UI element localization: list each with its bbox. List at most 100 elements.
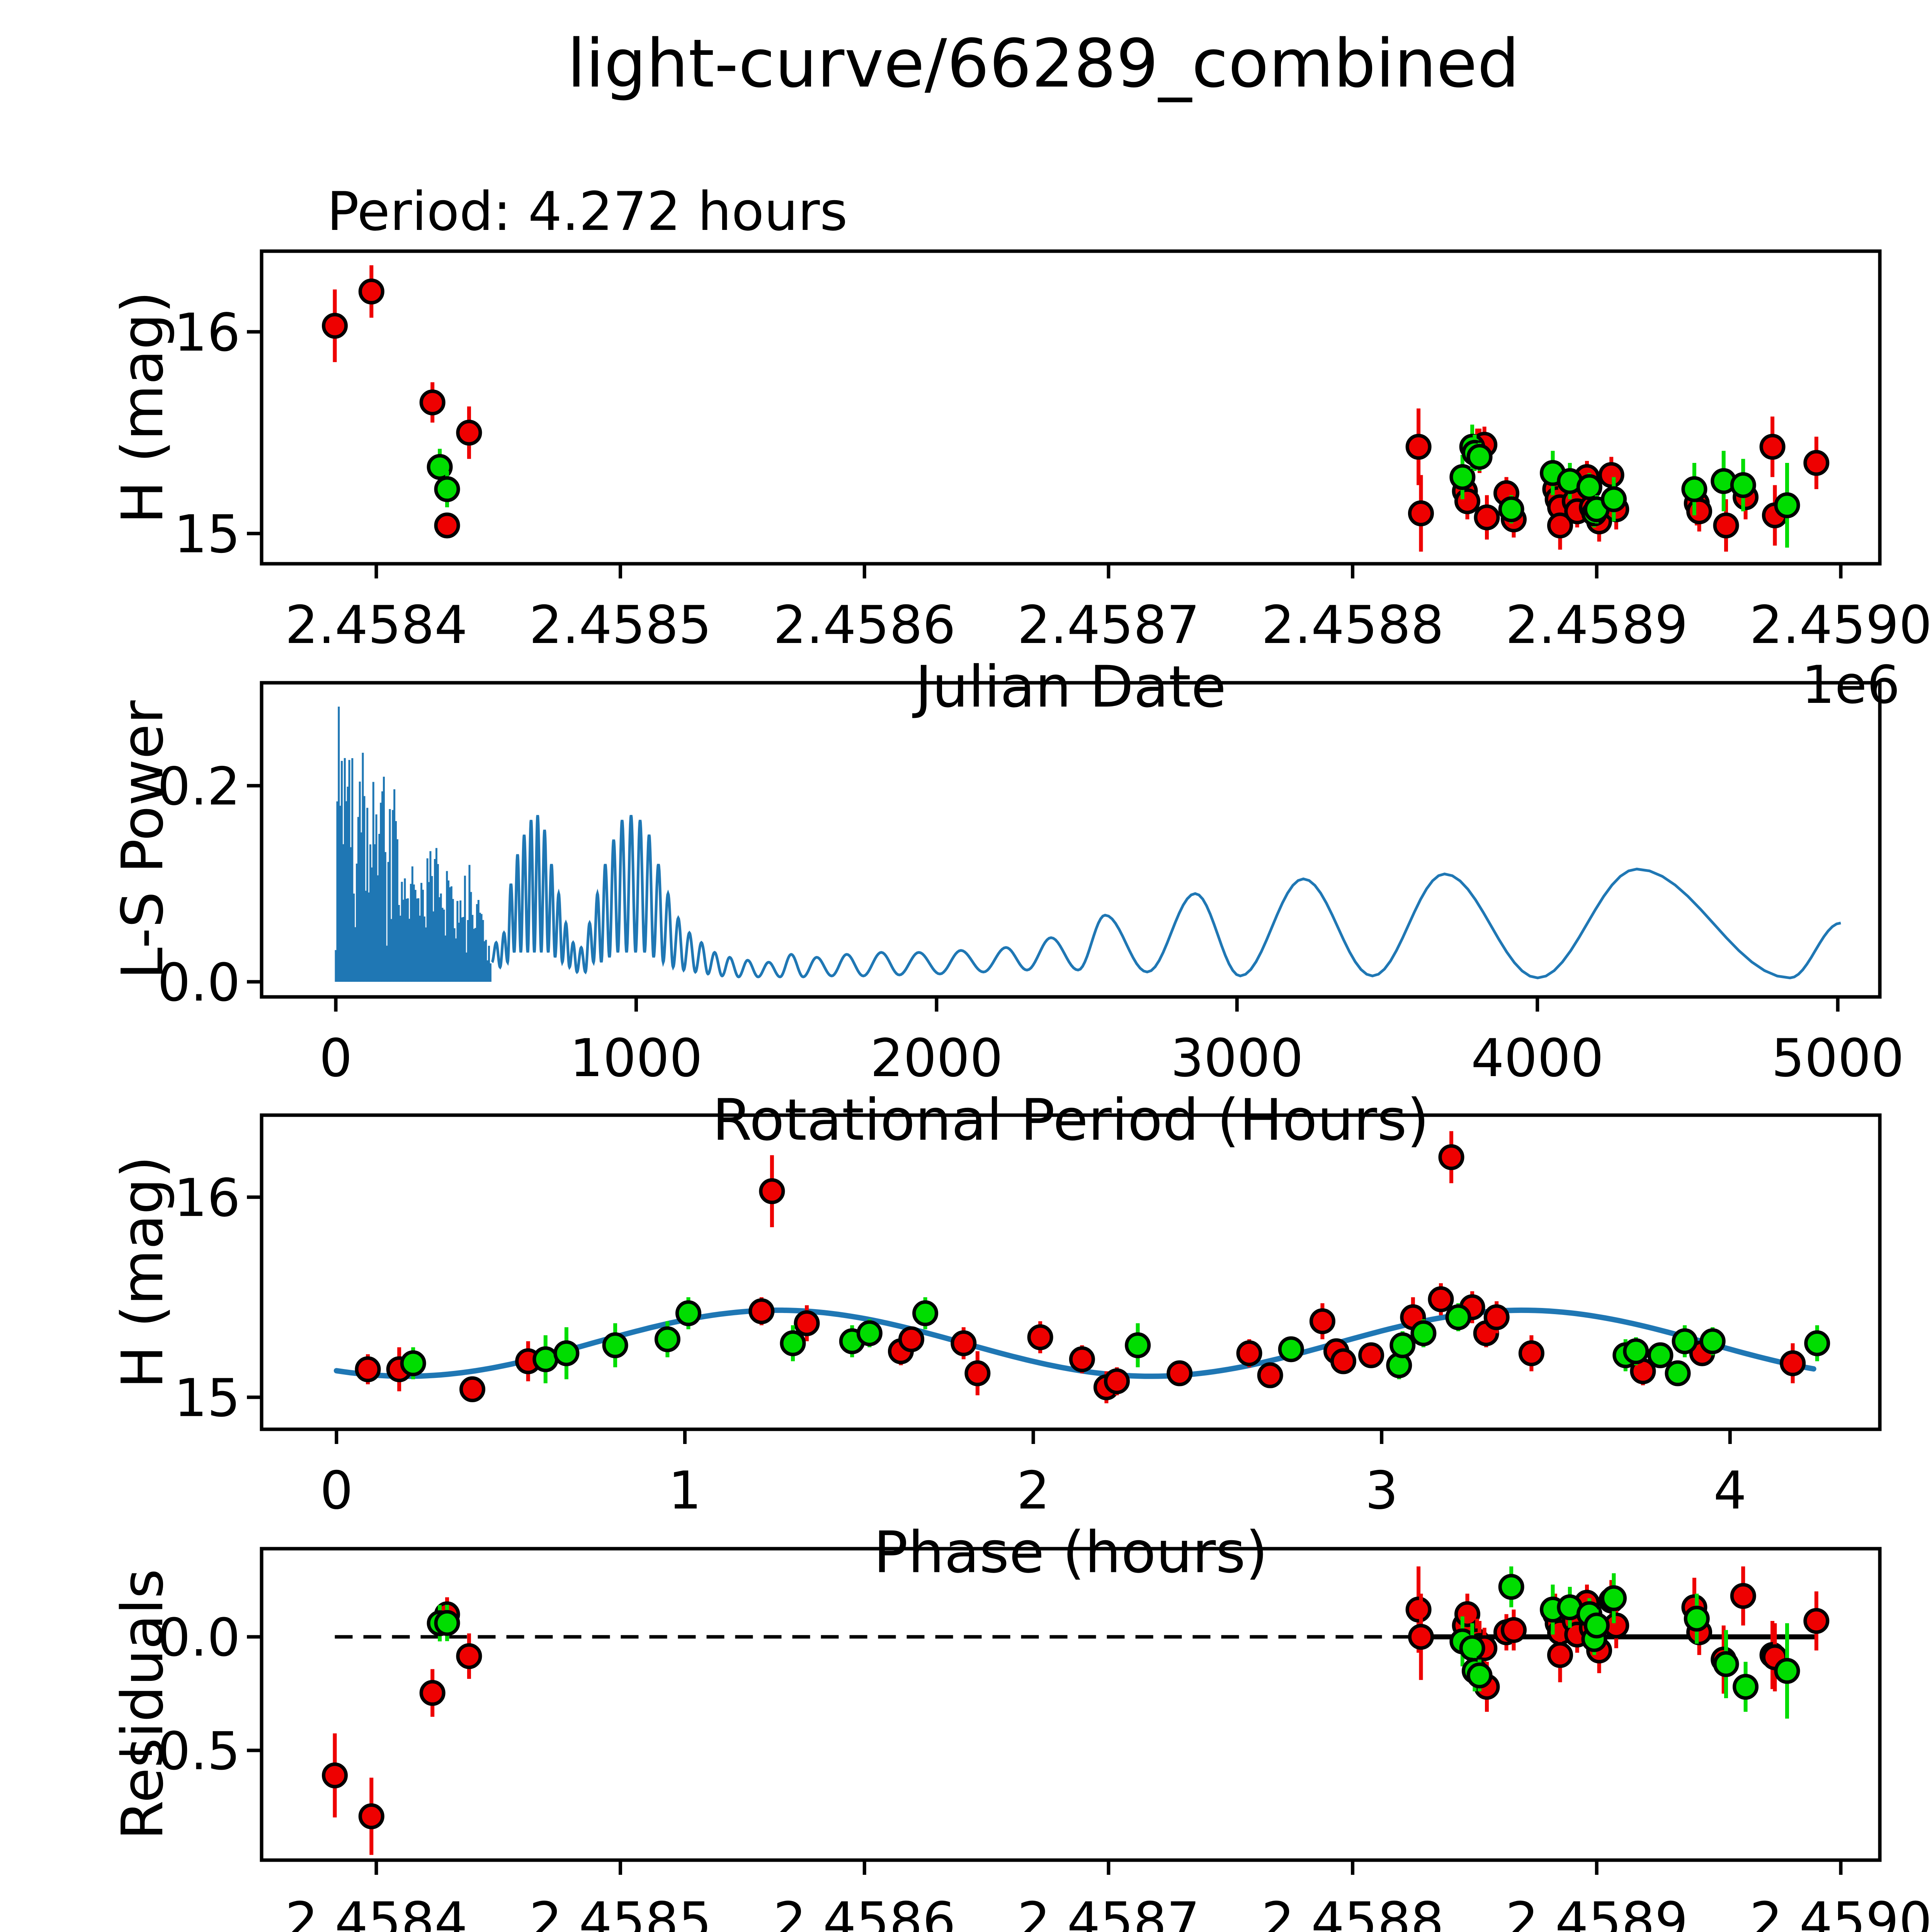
data-point: [1454, 1594, 1480, 1635]
x-tick-label: 2.4590: [1750, 1891, 1932, 1932]
marker: [856, 1320, 883, 1346]
periodogram-curve: [491, 815, 1841, 980]
data-point: [1647, 1342, 1673, 1368]
marker: [456, 420, 482, 446]
data-point: [1466, 1659, 1493, 1692]
marker: [1576, 474, 1602, 500]
y-tick-label: 0.2: [157, 756, 240, 817]
marker: [1474, 504, 1500, 531]
marker: [794, 1310, 820, 1337]
panel-periodogram: 0 1000 2000 3000 4000 5000 0.2 0.0 Rotational Pe…: [109, 681, 1904, 1153]
data-point: [1257, 1362, 1283, 1388]
marker: [355, 1356, 381, 1383]
data-point: [794, 1305, 820, 1342]
x-tick-label: 2.4585: [529, 1891, 711, 1932]
data-point: [1733, 1662, 1759, 1712]
data-point: [532, 1335, 559, 1383]
marker: [1600, 1585, 1627, 1611]
data-point: [434, 512, 460, 539]
data-point: [1236, 1339, 1262, 1367]
data-point: [1498, 495, 1524, 524]
marker: [1278, 1336, 1304, 1362]
data-point: [1780, 1343, 1806, 1383]
marker: [322, 1762, 348, 1789]
red-series: [355, 1131, 1806, 1403]
data-point: [1623, 1337, 1649, 1366]
marker: [1069, 1346, 1095, 1372]
marker: [1408, 1624, 1434, 1650]
x-tick-label: 2.4586: [773, 1891, 956, 1932]
data-point: [1408, 475, 1434, 552]
x-axis-offset-label: 1e6: [1802, 655, 1900, 715]
data-point: [1466, 442, 1493, 471]
x-axis-label: Rotational Period (Hours): [712, 1087, 1429, 1153]
data-point: [1730, 459, 1756, 512]
data-point: [1498, 1566, 1524, 1607]
data-point: [1167, 1360, 1193, 1386]
marker: [1803, 450, 1830, 476]
x-tick-label: 4: [1713, 1460, 1747, 1521]
marker: [1236, 1340, 1262, 1366]
marker: [1428, 1286, 1454, 1312]
data-point: [434, 1605, 460, 1641]
y-tick-label: 16: [174, 302, 240, 363]
data-point: [400, 1347, 426, 1379]
data-point: [1774, 463, 1800, 548]
marker: [1681, 476, 1708, 502]
data-point: [951, 1327, 977, 1359]
red-series: [322, 1566, 1830, 1855]
data-point: [553, 1327, 580, 1379]
y-tick-label: 15: [174, 504, 240, 565]
data-point: [1027, 1321, 1053, 1354]
marker: [1730, 472, 1756, 498]
marker: [1730, 1583, 1756, 1609]
data-point: [1547, 501, 1573, 550]
data-point: [419, 1669, 446, 1717]
marker: [1405, 1597, 1432, 1623]
marker: [419, 1680, 446, 1706]
marker: [1498, 496, 1524, 522]
x-tick-label: 2.4588: [1261, 1891, 1444, 1932]
marker: [951, 1330, 977, 1356]
y-tick-label: 0.0: [157, 1607, 240, 1668]
marker: [1774, 492, 1800, 519]
data-point: [1804, 1325, 1830, 1361]
data-point: [355, 1354, 381, 1384]
x-tick-label: 2.4589: [1505, 595, 1688, 655]
x-tick-label: 2.4588: [1261, 595, 1444, 655]
marker: [1713, 1651, 1739, 1677]
data-point: [1583, 1609, 1610, 1641]
marker: [1466, 444, 1493, 470]
marker: [1803, 1608, 1830, 1634]
data-point: [1500, 1609, 1527, 1651]
marker: [759, 1178, 785, 1204]
data-point: [1069, 1345, 1095, 1374]
marker: [1445, 1304, 1471, 1330]
marker: [1686, 498, 1713, 524]
x-tick-label: 2.4584: [285, 595, 468, 655]
data-point: [1557, 1587, 1583, 1628]
marker: [1309, 1308, 1335, 1334]
marker: [434, 476, 460, 502]
marker: [1438, 1144, 1464, 1170]
marker: [1547, 1642, 1573, 1668]
marker: [1547, 512, 1573, 539]
marker: [532, 1346, 559, 1372]
axes-frame: [260, 681, 1882, 999]
data-point: [675, 1297, 701, 1330]
marker: [400, 1350, 426, 1376]
data-point: [1428, 1283, 1454, 1315]
marker: [1358, 1342, 1384, 1368]
marker: [1449, 464, 1476, 490]
data-point: [1600, 1573, 1627, 1623]
data-point: [419, 382, 446, 423]
data-point: [322, 289, 348, 362]
data-point: [1438, 1131, 1464, 1184]
x-tick-label: 2.4585: [529, 595, 711, 655]
marker: [1389, 1332, 1416, 1359]
marker: [1518, 1340, 1544, 1366]
panel-lightcurve: 2.4584 2.4585 2.4586 2.4587 2.4588 2.4589 2.45…: [109, 249, 1932, 720]
data-point: [1774, 1623, 1800, 1719]
marker: [1713, 512, 1739, 539]
data-point: [1459, 1623, 1485, 1673]
